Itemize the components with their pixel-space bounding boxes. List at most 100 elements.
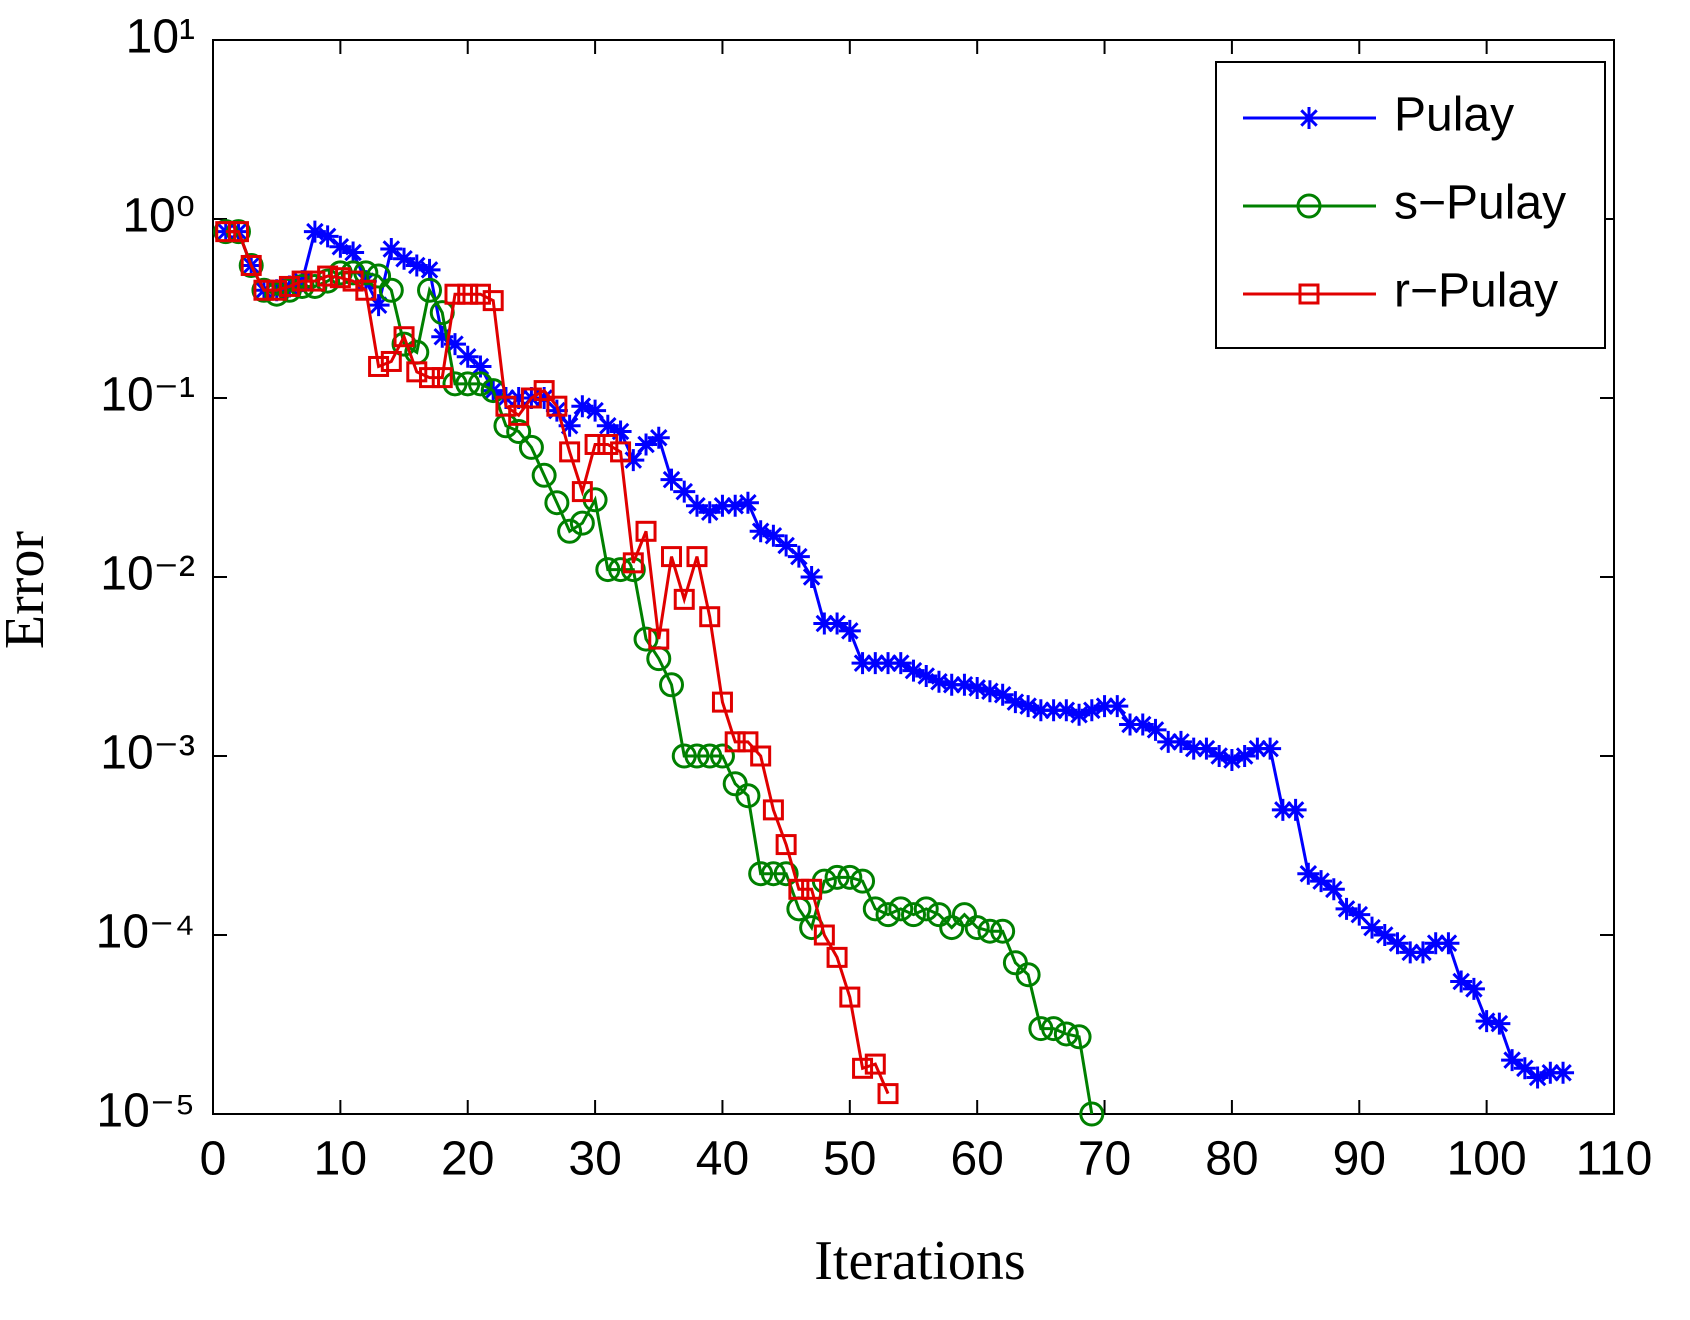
marker [393, 326, 415, 348]
y-tick-label: 10⁻¹ [100, 369, 195, 422]
marker [1246, 737, 1269, 760]
marker [329, 235, 352, 258]
marker [355, 279, 377, 301]
marker [864, 1053, 886, 1075]
marker [622, 449, 645, 472]
marker [1079, 1101, 1105, 1127]
marker [864, 652, 887, 675]
marker [417, 277, 443, 303]
marker [826, 612, 849, 635]
marker [1195, 737, 1218, 760]
marker [1424, 932, 1447, 955]
marker [469, 283, 491, 305]
plot-frame [212, 39, 1615, 1115]
marker [508, 404, 530, 426]
marker [1157, 730, 1180, 753]
marker [913, 896, 939, 922]
marker [1386, 932, 1409, 955]
legend: Pulay s−Pulay r−Pulay [1215, 61, 1606, 349]
x-tick-label: 70 [1078, 1133, 1131, 1186]
marker [546, 395, 568, 417]
marker [340, 260, 366, 286]
marker [1310, 870, 1333, 893]
marker [1131, 713, 1154, 736]
marker [673, 480, 696, 503]
marker [455, 371, 481, 397]
marker [1068, 703, 1091, 726]
marker [709, 743, 735, 769]
marker [1208, 745, 1231, 767]
marker [711, 494, 734, 517]
marker [507, 387, 530, 409]
marker [544, 490, 570, 516]
marker [215, 221, 237, 243]
marker [659, 672, 685, 698]
marker [926, 902, 952, 928]
marker [278, 275, 300, 297]
series [215, 221, 899, 1105]
marker [1513, 1057, 1536, 1080]
marker [316, 225, 339, 248]
marker [1220, 748, 1243, 771]
marker [951, 902, 977, 928]
marker [1297, 862, 1320, 885]
marker [557, 518, 583, 544]
marker [622, 552, 644, 574]
marker [520, 387, 542, 409]
marker [697, 743, 723, 769]
marker [750, 745, 772, 767]
marker [964, 915, 990, 941]
marker [852, 1057, 874, 1079]
marker [991, 683, 1014, 706]
marker [1169, 730, 1192, 753]
marker [1539, 1061, 1562, 1084]
y-tick-label: 10⁰ [122, 190, 195, 243]
marker [558, 414, 581, 437]
marker [1042, 699, 1065, 722]
marker [748, 861, 774, 887]
marker [569, 510, 595, 536]
y-tick-label: 10⁻⁴ [96, 906, 195, 959]
marker [238, 252, 264, 278]
marker [240, 254, 262, 276]
marker [595, 557, 621, 583]
marker [531, 462, 557, 488]
marker [467, 371, 493, 397]
marker [633, 626, 659, 652]
marker [378, 277, 404, 303]
legend-label: Pulay [1394, 89, 1514, 142]
marker [1053, 1021, 1079, 1047]
marker [596, 414, 619, 437]
marker [405, 254, 428, 277]
marker [673, 588, 695, 610]
marker [788, 878, 810, 900]
marker [380, 237, 403, 260]
marker [902, 659, 925, 682]
marker [877, 652, 900, 675]
marker [800, 566, 823, 588]
marker [775, 534, 798, 557]
legend-marker [1298, 283, 1320, 305]
marker [647, 426, 670, 449]
marker [1028, 1016, 1054, 1042]
marker [699, 606, 721, 628]
marker [329, 267, 351, 289]
marker [431, 325, 454, 348]
marker [482, 290, 504, 312]
marker [927, 670, 950, 693]
legend-marker [1298, 107, 1320, 129]
marker [1066, 1024, 1092, 1050]
marker [431, 367, 453, 389]
marker [342, 241, 365, 264]
marker [533, 380, 555, 402]
marker [1106, 695, 1129, 718]
marker [1080, 699, 1103, 722]
marker [291, 270, 313, 292]
marker [380, 350, 402, 372]
x-tick-label: 10 [314, 1133, 367, 1186]
marker [368, 355, 390, 377]
marker [966, 676, 989, 699]
marker [737, 731, 759, 753]
x-tick-label: 20 [441, 1133, 494, 1186]
marker [978, 680, 1001, 703]
